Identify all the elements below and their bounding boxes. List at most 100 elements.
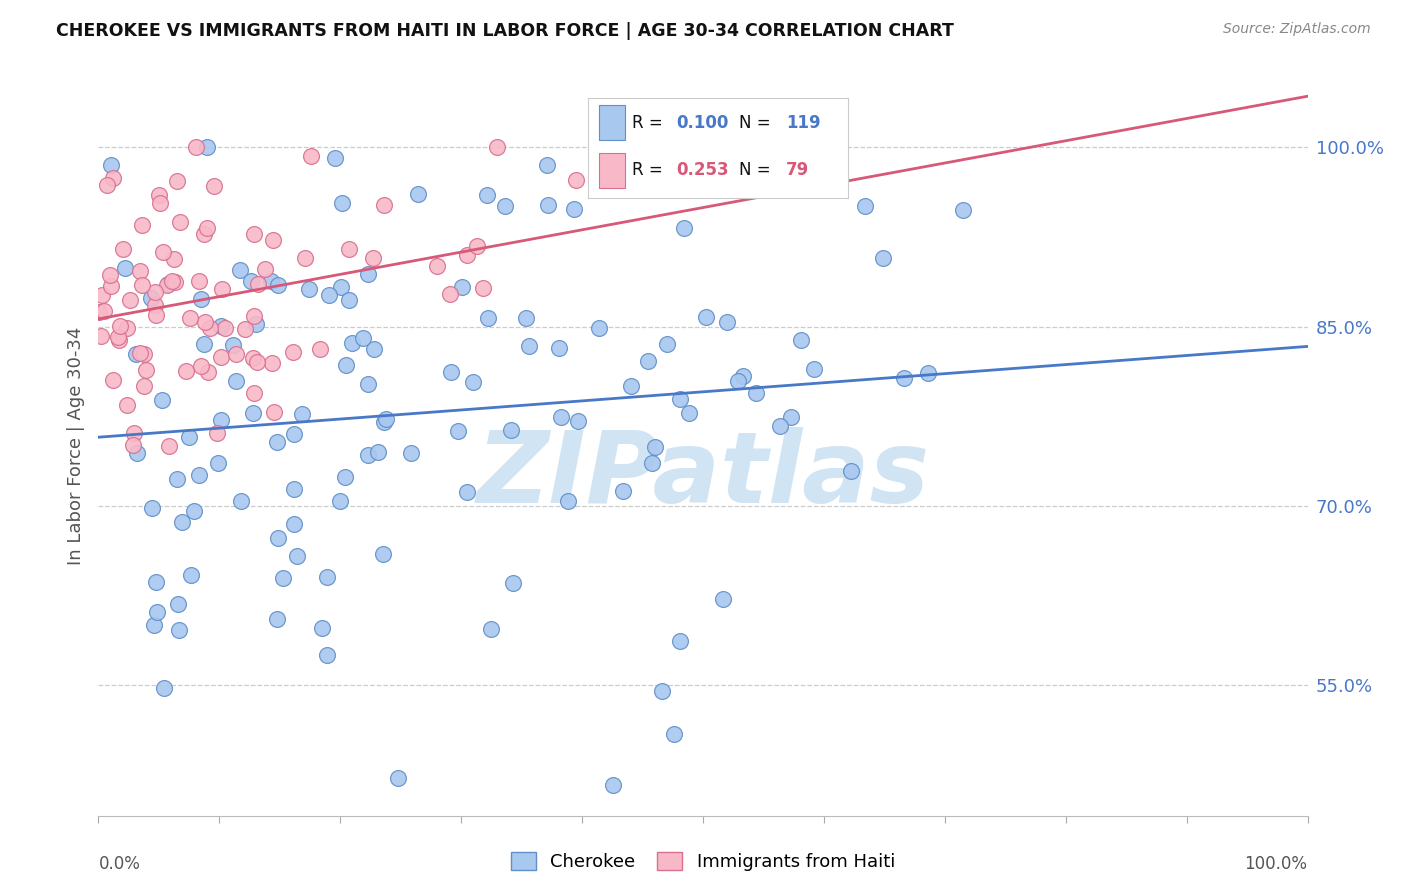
Point xyxy=(537,197,560,211)
Point xyxy=(107,330,129,344)
Point xyxy=(190,292,212,306)
Point xyxy=(440,365,463,379)
Point xyxy=(337,242,360,256)
Point xyxy=(361,251,384,265)
Point xyxy=(177,429,200,443)
Point xyxy=(502,576,524,591)
Point xyxy=(145,605,167,619)
Point xyxy=(465,238,488,252)
Point xyxy=(373,416,395,430)
Point xyxy=(233,321,256,335)
Point xyxy=(242,386,264,401)
Point xyxy=(165,275,187,289)
Point xyxy=(246,354,269,368)
Point xyxy=(329,494,352,508)
Point xyxy=(228,262,250,277)
Point xyxy=(299,149,322,163)
Point xyxy=(148,188,170,202)
Point xyxy=(363,343,385,357)
Point xyxy=(298,282,321,296)
Text: CHEROKEE VS IMMIGRANTS FROM HAITI IN LABOR FORCE | AGE 30-34 CORRELATION CHART: CHEROKEE VS IMMIGRANTS FROM HAITI IN LAB… xyxy=(56,22,955,40)
Point xyxy=(207,426,229,441)
Point xyxy=(695,310,717,324)
Point xyxy=(330,195,353,210)
Point xyxy=(90,328,112,343)
Point xyxy=(463,376,485,390)
Point xyxy=(150,392,173,407)
Point xyxy=(471,281,494,295)
Point xyxy=(356,448,378,462)
Point xyxy=(131,278,153,293)
Point xyxy=(111,242,134,256)
Point xyxy=(114,261,136,276)
Point xyxy=(193,336,215,351)
Point xyxy=(194,315,217,329)
Point xyxy=(188,274,211,288)
Point xyxy=(103,373,125,387)
Point xyxy=(207,456,229,470)
Point xyxy=(330,279,353,293)
Point xyxy=(183,504,205,518)
Point xyxy=(145,298,167,312)
Point xyxy=(96,178,118,192)
Point xyxy=(153,681,176,696)
Point xyxy=(515,310,537,325)
Point xyxy=(323,151,346,165)
Point xyxy=(124,426,146,441)
Point xyxy=(893,371,915,385)
Point xyxy=(733,368,755,383)
Point xyxy=(335,358,357,372)
Point xyxy=(803,362,825,376)
Point xyxy=(678,406,700,420)
Point xyxy=(184,140,207,154)
Point xyxy=(641,456,664,470)
Point xyxy=(477,311,499,326)
Legend: Cherokee, Immigrants from Haiti: Cherokee, Immigrants from Haiti xyxy=(503,846,903,879)
Point xyxy=(107,333,129,347)
Point xyxy=(134,379,156,393)
Point xyxy=(103,170,125,185)
Point xyxy=(262,356,284,370)
Point xyxy=(373,197,395,211)
Point xyxy=(602,778,624,792)
Point xyxy=(127,445,149,459)
Point xyxy=(267,531,290,545)
Point xyxy=(564,202,586,216)
Point xyxy=(517,339,540,353)
Point xyxy=(129,264,152,278)
Point xyxy=(193,227,215,241)
Point xyxy=(120,293,142,307)
Point xyxy=(222,337,245,351)
Point xyxy=(451,279,474,293)
Point xyxy=(315,570,337,584)
Point xyxy=(135,363,157,377)
Point xyxy=(779,409,801,424)
Point xyxy=(225,347,247,361)
Point xyxy=(156,278,179,293)
Point xyxy=(669,392,692,407)
Point xyxy=(291,408,314,422)
Point xyxy=(108,319,131,334)
Point xyxy=(263,405,285,419)
Point xyxy=(200,321,222,335)
Point xyxy=(439,286,461,301)
Point xyxy=(145,574,167,589)
Point xyxy=(637,353,659,368)
Point xyxy=(190,359,212,374)
Point xyxy=(711,591,734,606)
Point xyxy=(340,336,363,351)
Point xyxy=(187,468,209,483)
Point xyxy=(309,342,332,356)
Point xyxy=(195,140,218,154)
Point xyxy=(316,648,339,662)
Point xyxy=(872,251,894,265)
Point xyxy=(100,279,122,293)
Point xyxy=(143,618,166,632)
Point xyxy=(673,221,696,235)
Point xyxy=(166,472,188,486)
Point xyxy=(195,220,218,235)
Point xyxy=(352,331,374,345)
Point xyxy=(125,347,148,361)
Point xyxy=(214,321,236,335)
Point xyxy=(157,439,180,453)
